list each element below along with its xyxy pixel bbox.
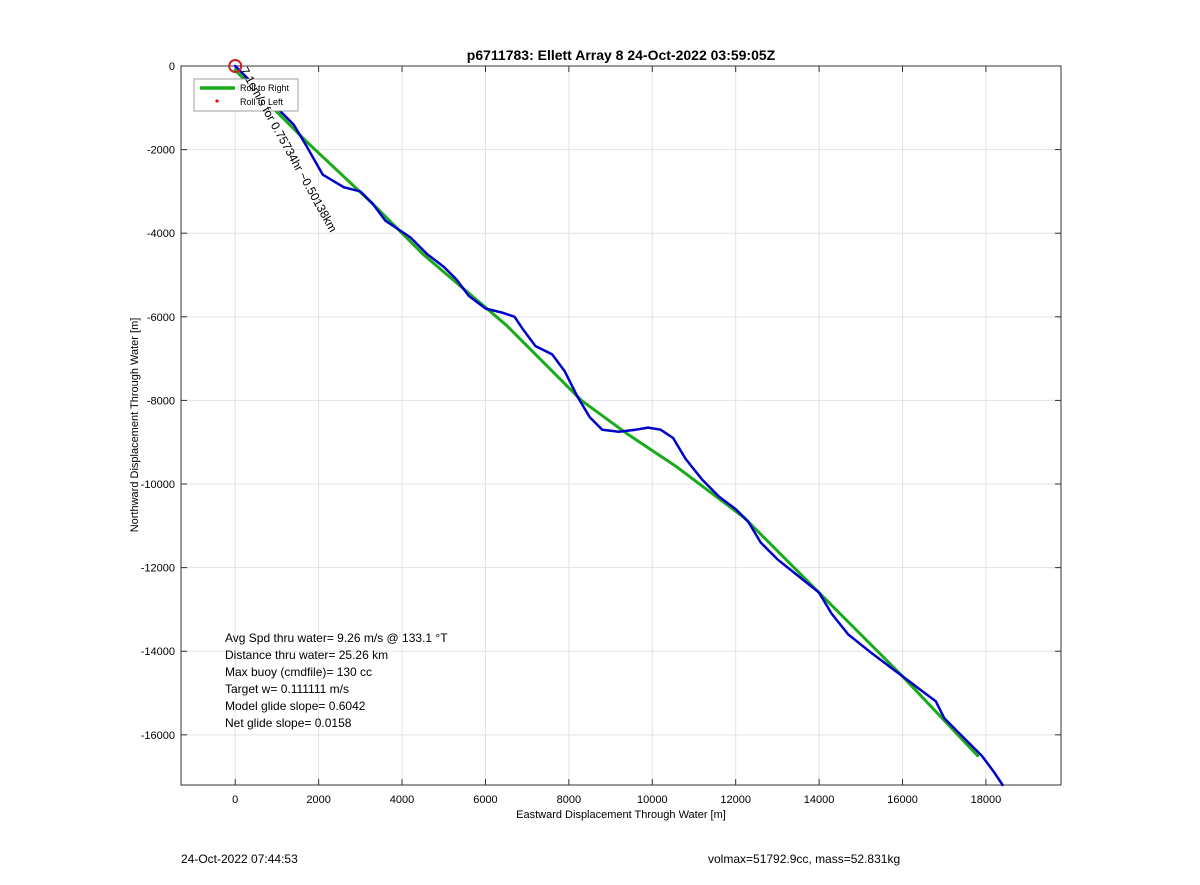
y-tick-label: -14000 xyxy=(141,646,175,658)
chart-title: p6711783: Ellett Array 8 24-Oct-2022 03:… xyxy=(467,47,776,63)
x-tick-label: 6000 xyxy=(473,794,497,806)
series-trajectory-line xyxy=(233,64,1004,787)
y-tick-label: 0 xyxy=(169,61,175,73)
x-tick-label: 16000 xyxy=(887,794,918,806)
start-marker xyxy=(228,59,243,73)
legend-label-roll-right: Roll to Right xyxy=(240,83,290,93)
legend-swatch-roll-left xyxy=(215,99,219,103)
stat-model-glide: Model glide slope= 0.6042 xyxy=(225,699,366,713)
stat-target-w: Target w= 0.111111 m/s xyxy=(225,682,349,696)
x-tick-label: 4000 xyxy=(390,794,414,806)
y-tick-label: -10000 xyxy=(141,479,175,491)
y-tick-label: -4000 xyxy=(147,228,175,240)
y-axis-label: Northward Displacement Through Water [m] xyxy=(129,318,141,533)
stat-max-buoy: Max buoy (cmdfile)= 130 cc xyxy=(225,665,372,679)
y-tick-label: -16000 xyxy=(141,730,175,742)
y-tick-label: -12000 xyxy=(141,563,175,575)
marker-layer xyxy=(228,59,243,73)
x-tick-label: 12000 xyxy=(720,794,751,806)
stat-net-glide: Net glide slope= 0.0158 xyxy=(225,716,352,730)
legend-label-roll-left: Roll to Left xyxy=(240,97,284,107)
axis-ticks: 0 2000 4000 6000 8000 10000 12000 14000 16000 180… xyxy=(141,61,1061,806)
stat-distance: Distance thru water= 25.26 km xyxy=(225,648,388,662)
series-layer xyxy=(233,64,1004,787)
x-tick-label: 18000 xyxy=(971,794,1002,806)
x-tick-label: 10000 xyxy=(637,794,668,806)
y-tick-label: -8000 xyxy=(147,395,175,407)
x-tick-label: 8000 xyxy=(557,794,581,806)
legend: Roll to Right Roll to Left xyxy=(193,78,299,112)
legend-box xyxy=(193,78,299,112)
footer-timestamp: 24-Oct-2022 07:44:53 xyxy=(181,852,298,866)
x-tick-label: 14000 xyxy=(804,794,835,806)
stats-annotation: Avg Spd thru water= 9.26 m/s @ 133.1 °T … xyxy=(225,631,448,730)
x-tick-label: 0 xyxy=(232,794,238,806)
y-tick-label: -6000 xyxy=(147,312,175,324)
stat-avg-speed: Avg Spd thru water= 9.26 m/s @ 133.1 °T xyxy=(225,631,448,645)
plot-area xyxy=(180,65,1062,786)
x-tick-label: 2000 xyxy=(306,794,330,806)
y-tick-label: -2000 xyxy=(147,145,175,157)
footer-mass-info: volmax=51792.9cc, mass=52.831kg xyxy=(708,852,901,866)
x-axis-label: Eastward Displacement Through Water [m] xyxy=(516,809,726,821)
